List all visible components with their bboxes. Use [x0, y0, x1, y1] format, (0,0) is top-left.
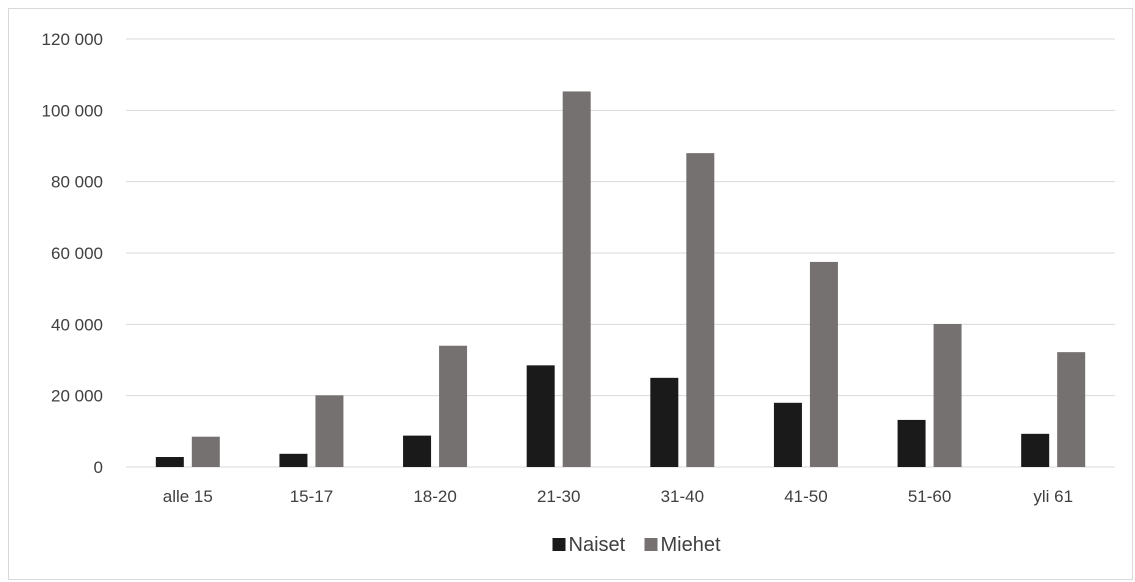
- bar-naiset-1: [279, 453, 308, 467]
- legend-label-naiset: Naiset: [569, 534, 626, 556]
- bar-miehet-3: [562, 91, 591, 468]
- bar-naiset-7: [1021, 433, 1050, 467]
- y-tick-label: 100 000: [42, 101, 103, 120]
- y-tick-label: 40 000: [51, 315, 103, 334]
- legend: Naiset Miehet: [552, 534, 721, 556]
- bar-miehet-4: [686, 153, 715, 467]
- x-axis-ticks: alle 15 15-17 18-20 21-30 31-40 41-50 51-60 yli…: [163, 487, 1073, 506]
- bar-naiset-3: [526, 365, 555, 467]
- bar-miehet-1: [315, 395, 344, 467]
- y-tick-label: 120 000: [42, 30, 103, 49]
- bar-miehet-2: [439, 345, 468, 467]
- bar-naiset-2: [403, 435, 432, 467]
- bar-naiset-5: [773, 402, 802, 467]
- bar-miehet-6: [933, 323, 962, 467]
- x-tick-label: 51-60: [908, 487, 951, 506]
- bar-miehet-5: [809, 261, 838, 467]
- y-axis-ticks: 0 20 000 40 000 60 000 80 000 100 000 120 000: [42, 30, 103, 477]
- x-tick-label: 18-20: [413, 487, 456, 506]
- x-tick-label: 31-40: [661, 487, 704, 506]
- legend-label-miehet: Miehet: [661, 534, 721, 556]
- bars: [155, 91, 1086, 468]
- bar-naiset-4: [650, 377, 679, 467]
- y-tick-label: 0: [94, 458, 103, 477]
- y-tick-label: 20 000: [51, 387, 103, 406]
- gridlines: [126, 38, 1115, 468]
- y-tick-label: 80 000: [51, 173, 103, 192]
- x-tick-label: 21-30: [537, 487, 580, 506]
- legend-swatch-miehet: [644, 538, 658, 551]
- legend-swatch-naiset: [552, 538, 566, 551]
- x-tick-label: alle 15: [163, 487, 213, 506]
- x-tick-label: yli 61: [1033, 487, 1073, 506]
- bar-naiset-6: [897, 419, 926, 467]
- x-tick-label: 15-17: [290, 487, 333, 506]
- y-tick-label: 60 000: [51, 244, 103, 263]
- bar-miehet-7: [1057, 352, 1086, 467]
- bar-miehet-0: [191, 436, 220, 467]
- x-tick-label: 41-50: [784, 487, 827, 506]
- bar-naiset-0: [155, 457, 184, 467]
